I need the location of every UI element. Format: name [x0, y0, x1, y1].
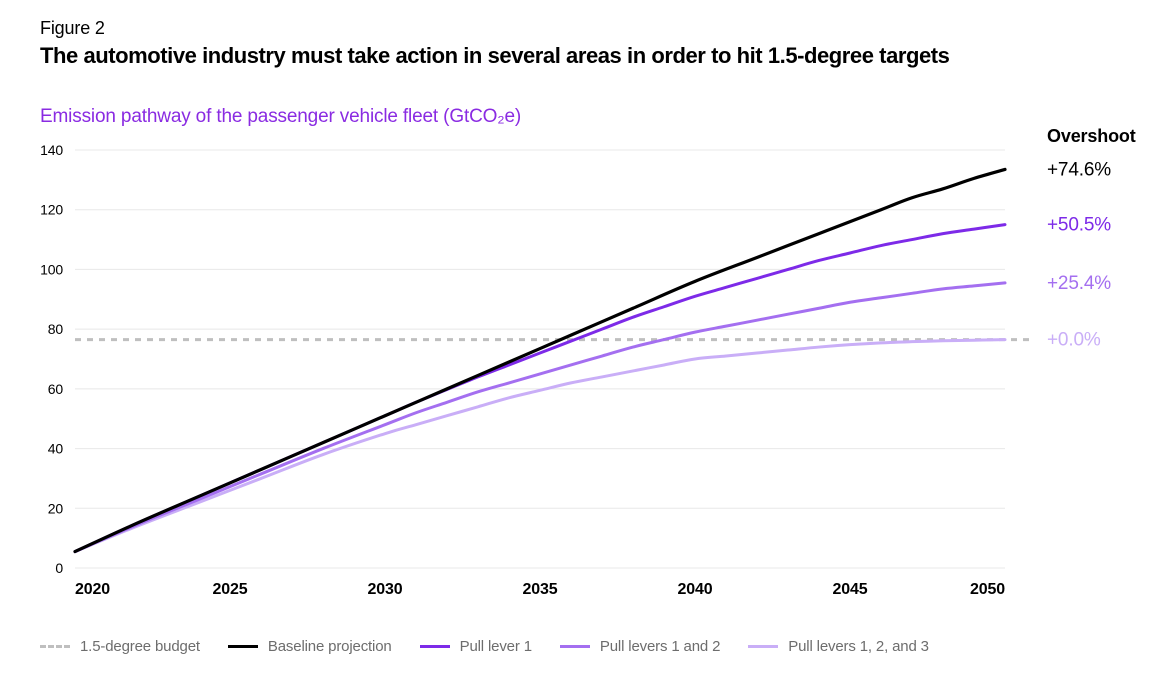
x-tick-label: 2050 — [970, 581, 1005, 598]
legend-label: Pull levers 1, 2, and 3 — [788, 638, 929, 655]
legend-label: Pull levers 1 and 2 — [600, 638, 720, 655]
legend-swatch — [560, 645, 590, 648]
x-tick-label: 2030 — [368, 581, 403, 598]
y-tick-label: 40 — [48, 441, 64, 457]
legend-item-lever1: Pull lever 1 — [420, 638, 532, 655]
x-tick-label: 2040 — [678, 581, 713, 598]
legend-item-budget: 1.5-degree budget — [40, 638, 200, 655]
line-chart-svg: 0204060801001201402020202520302035204020… — [0, 0, 1160, 620]
legend-swatch — [228, 645, 258, 648]
series-lever1 — [75, 225, 1005, 552]
x-tick-label: 2025 — [213, 581, 248, 598]
legend-swatch — [420, 645, 450, 648]
legend-label: Pull lever 1 — [460, 638, 532, 655]
x-tick-label: 2035 — [523, 581, 558, 598]
x-tick-label: 2045 — [833, 581, 868, 598]
overshoot-label-baseline: +74.6% — [1047, 159, 1111, 180]
legend-label: Baseline projection — [268, 638, 392, 655]
overshoot-label-lever123: +0.0% — [1047, 330, 1101, 351]
y-tick-label: 140 — [40, 142, 63, 158]
y-tick-label: 120 — [40, 202, 63, 218]
series-lever12 — [75, 283, 1005, 552]
legend-swatch — [40, 645, 70, 648]
legend-swatch — [748, 645, 778, 648]
figure-container: Figure 2 The automotive industry must ta… — [0, 0, 1160, 679]
overshoot-label-lever12: +25.4% — [1047, 273, 1111, 294]
y-tick-label: 60 — [48, 381, 64, 397]
overshoot-header: Overshoot — [1047, 126, 1136, 146]
x-tick-label: 2020 — [75, 581, 110, 598]
overshoot-label-lever1: +50.5% — [1047, 215, 1111, 236]
chart-area: 0204060801001201402020202520302035204020… — [0, 0, 1160, 620]
legend-item-baseline: Baseline projection — [228, 638, 392, 655]
legend-item-lever123: Pull levers 1, 2, and 3 — [748, 638, 929, 655]
legend-label: 1.5-degree budget — [80, 638, 200, 655]
series-lever123 — [75, 340, 1005, 552]
y-tick-label: 0 — [55, 560, 63, 576]
y-tick-label: 20 — [48, 500, 64, 516]
y-tick-label: 100 — [40, 261, 63, 277]
legend-item-lever12: Pull levers 1 and 2 — [560, 638, 720, 655]
y-tick-label: 80 — [48, 321, 64, 337]
legend: 1.5-degree budget Baseline projection Pull… — [40, 638, 1130, 655]
